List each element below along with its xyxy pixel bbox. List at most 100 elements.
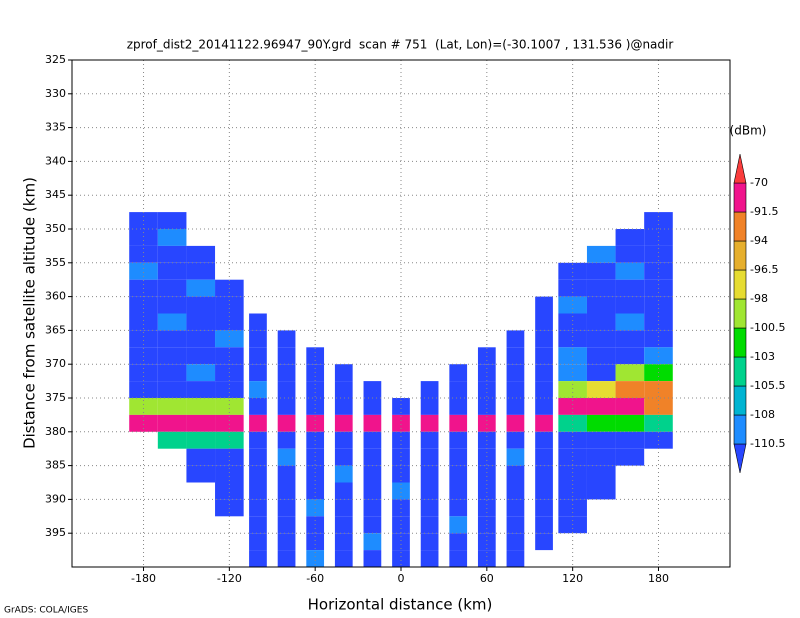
heatmap-cell	[334, 499, 353, 517]
heatmap-cell	[644, 381, 673, 398]
colorbar-label: (dBm)	[730, 124, 767, 138]
heatmap-cell	[249, 414, 267, 432]
heatmap-cell	[449, 431, 468, 449]
heatmap-cell	[535, 465, 553, 483]
colorbar-triangle	[733, 443, 747, 474]
heatmap-cell	[129, 414, 158, 432]
heatmap-cell	[249, 398, 267, 415]
heatmap-cell	[249, 516, 267, 534]
heatmap-cell	[420, 550, 439, 567]
heatmap-cell	[249, 550, 267, 567]
heatmap-cell	[129, 381, 158, 398]
heatmap-cell	[506, 364, 525, 382]
heatmap-cell	[249, 465, 267, 483]
x-axis-label: Horizontal distance (km)	[308, 596, 493, 614]
heatmap-cell	[392, 414, 410, 432]
heatmap-cell	[644, 347, 673, 365]
heatmap-cell	[363, 448, 382, 466]
y-tick-label: 380	[45, 425, 66, 438]
heatmap-cell	[249, 330, 267, 348]
heatmap-cell	[215, 499, 244, 517]
heatmap-cell	[449, 499, 468, 517]
heatmap-cell	[477, 550, 496, 567]
heatmap-cell	[306, 347, 325, 365]
heatmap-cell	[129, 296, 158, 314]
heatmap-cell	[449, 364, 468, 382]
heatmap-cell	[215, 347, 244, 365]
heatmap-cell	[615, 296, 645, 314]
heatmap-cell	[392, 550, 410, 567]
heatmap-cell	[615, 448, 645, 466]
heatmap-cell	[644, 330, 673, 348]
heatmap-cell	[506, 330, 525, 348]
heatmap-cell	[157, 364, 187, 382]
x-tick-label: -60	[306, 572, 324, 585]
y-tick-label: 385	[45, 459, 66, 472]
heatmap-cell	[306, 414, 325, 432]
heatmap-cell	[558, 296, 587, 314]
heatmap-cell	[306, 448, 325, 466]
heatmap-cell	[586, 245, 616, 263]
x-tick-label: 0	[398, 572, 405, 585]
heatmap-cell	[186, 296, 216, 314]
heatmap-cell	[449, 465, 468, 483]
heatmap-cell	[249, 482, 267, 500]
heatmap-cell	[186, 364, 216, 382]
heatmap-cell	[558, 330, 587, 348]
x-tick-label: -180	[131, 572, 156, 585]
heatmap-cell	[535, 448, 553, 466]
heatmap-cell	[506, 550, 525, 567]
heatmap-cell	[615, 347, 645, 365]
heatmap-cell	[334, 398, 353, 415]
heatmap-cell	[392, 482, 410, 500]
heatmap-cell	[558, 448, 587, 466]
heatmap-cell	[249, 499, 267, 517]
heatmap-cell	[186, 313, 216, 331]
heatmap-cell	[157, 245, 187, 263]
heatmap-cell	[535, 482, 553, 500]
colorbar-label: -103	[750, 350, 775, 363]
heatmap-cell	[506, 465, 525, 483]
heatmap-cell	[644, 262, 673, 280]
heatmap-cell	[615, 229, 645, 246]
heatmap-cell	[535, 398, 553, 415]
heatmap-cell	[586, 330, 616, 348]
heatmap-cell	[644, 245, 673, 263]
heatmap-cell	[420, 465, 439, 483]
heatmap-cell	[535, 330, 553, 348]
heatmap-cell	[277, 516, 296, 534]
heatmap-cell	[644, 398, 673, 415]
heatmap-cell	[586, 448, 616, 466]
heatmap-cell	[558, 398, 587, 415]
heatmap-cell	[306, 465, 325, 483]
heatmap-cell	[586, 398, 616, 415]
y-tick-label: 350	[45, 222, 66, 235]
heatmap-cell	[586, 262, 616, 280]
heatmap-cell	[363, 516, 382, 534]
colorbar-label: -94	[750, 234, 768, 247]
y-tick-label: 355	[45, 256, 66, 269]
heatmap-cell	[506, 431, 525, 449]
heatmap-cell	[186, 347, 216, 365]
heatmap-cell	[334, 516, 353, 534]
chart-title: zprof_dist2_20141122.96947_90Y.grd scan …	[127, 38, 674, 52]
heatmap-cell	[586, 465, 616, 483]
heatmap-cell	[363, 414, 382, 432]
heatmap-cell	[363, 482, 382, 500]
colorbar-label: -91.5	[750, 205, 778, 218]
heatmap-cell	[477, 499, 496, 517]
heatmap-cell	[392, 499, 410, 517]
heatmap-cell	[277, 465, 296, 483]
colorbar-label: -100.5	[750, 321, 785, 334]
heatmap-cell	[506, 381, 525, 398]
heatmap-cell	[334, 381, 353, 398]
heatmap-cell	[615, 313, 645, 331]
y-tick-label: 395	[45, 526, 66, 539]
heatmap-cell	[558, 499, 587, 517]
heatmap-cell	[535, 516, 553, 534]
heatmap-cell	[420, 448, 439, 466]
colorbar-segment	[733, 356, 747, 387]
colorbar-label: -70	[750, 176, 768, 189]
heatmap-cell	[186, 398, 216, 415]
heatmap-cell	[535, 499, 553, 517]
